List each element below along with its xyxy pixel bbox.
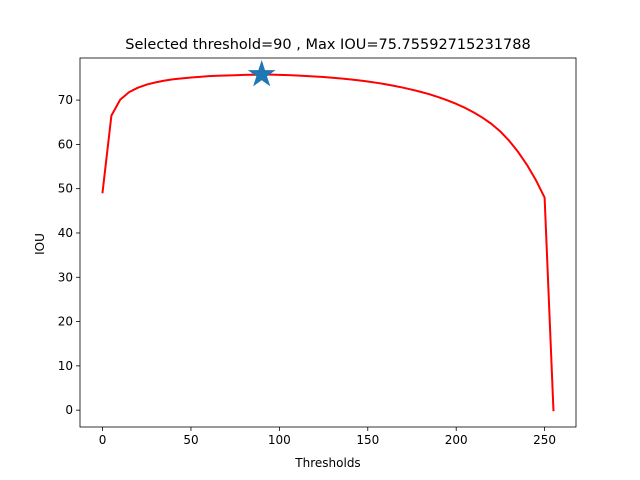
plot-area (79, 57, 577, 428)
y-tick-label-70: 70 (58, 93, 73, 107)
y-tick-label-20: 20 (58, 315, 73, 329)
x-tick-label-50: 50 (183, 433, 198, 447)
star-marker (247, 59, 276, 87)
axis-ticks: 0 50 100 150 200 250 0 10 20 30 40 50 60 70 (58, 93, 556, 447)
x-axis-label: Thresholds (294, 456, 360, 470)
y-tick-label-30: 30 (58, 270, 73, 284)
x-tick-label-150: 150 (356, 433, 379, 447)
y-tick-label-40: 40 (58, 226, 73, 240)
series-line-0 (101, 73, 555, 412)
y-tick-label-60: 60 (58, 137, 73, 151)
chart-title: Selected threshold=90 , Max IOU=75.75592… (125, 37, 530, 53)
y-tick-label-50: 50 (58, 182, 73, 196)
x-tick-label-200: 200 (445, 433, 468, 447)
y-tick-label-10: 10 (58, 359, 73, 373)
x-tick-label-0: 0 (99, 433, 107, 447)
x-tick-label-100: 100 (268, 433, 291, 447)
x-tick-label-250: 250 (533, 433, 556, 447)
y-tick-label-0: 0 (65, 403, 73, 417)
axes-frame (79, 57, 577, 428)
y-axis-label: IOU (33, 233, 47, 255)
